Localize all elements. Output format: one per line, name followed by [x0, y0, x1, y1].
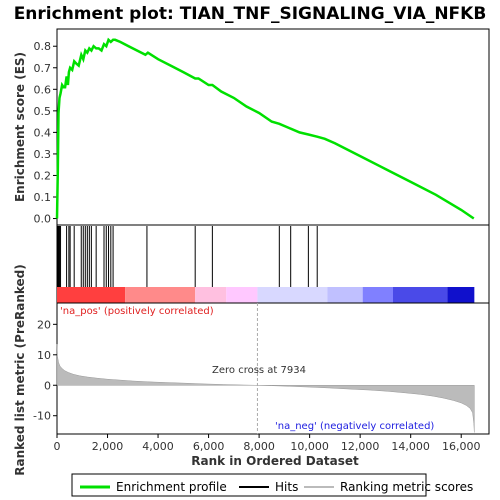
legend-label-enrichment-profile: Enrichment profile: [116, 480, 227, 494]
zero-cross-label: Zero cross at 7934: [212, 365, 306, 376]
legend-box: [71, 473, 427, 497]
es-y-tick-label: 0.3: [34, 148, 52, 161]
metric-y-tick-label: -10: [33, 410, 51, 423]
es-y-tick-label: 0.8: [34, 40, 52, 53]
hits-marks: [57, 226, 318, 287]
rank-axis-label: Rank in Ordered Dataset: [191, 454, 359, 468]
es-y-tick-label: 0.5: [34, 105, 52, 118]
es-panel-frame: [56, 28, 490, 226]
es-axis-label: Enrichment score (ES): [13, 52, 27, 202]
rank-x-tick-label: 4,000: [142, 440, 174, 453]
heat-bar-segment: [362, 287, 393, 303]
metric-axis-label: Ranked list metric (PreRanked): [13, 264, 27, 476]
es-y-tick-label: 0.4: [34, 126, 52, 139]
heat-bar-segment: [327, 287, 363, 303]
metric-panel-frame: [56, 302, 490, 435]
es-y-axis: 0.0 0.1 0.2 0.3 0.4 0.5 0.6 0.7 0.8: [34, 40, 57, 226]
es-y-tick-label: 0.2: [34, 169, 52, 182]
chart-title: Enrichment plot: TIAN_TNF_SIGNALING_VIA_…: [14, 4, 487, 24]
rank-x-tick-label: 0: [54, 440, 61, 453]
heat-bar-segment: [195, 287, 227, 303]
legend-label-ranking-metric: Ranking metric scores: [340, 480, 473, 494]
legend: Enrichment profile Hits Ranking metric s…: [71, 473, 473, 497]
heat-bar-segment: [447, 287, 475, 303]
es-y-tick-label: 0.0: [34, 213, 52, 226]
rank-x-axis: 0 2,000 4,000 6,000 8,000 10,000 12,000 14,000 1…: [54, 434, 481, 453]
enrichment-profile-line: [55, 37, 475, 220]
negative-correlation-label: 'na_neg' (negatively correlated): [275, 421, 434, 432]
metric-y-tick-label: 10: [37, 349, 51, 362]
rank-x-tick-label: 2,000: [92, 440, 124, 453]
ranking-metric-area: [56, 344, 475, 433]
rank-x-tick-label: 12,000: [341, 440, 380, 453]
heat-bar-segment: [125, 287, 196, 303]
legend-label-hits: Hits: [275, 480, 298, 494]
metric-y-tick-label: 0: [44, 379, 51, 392]
es-y-tick-label: 0.6: [34, 83, 52, 96]
rank-x-tick-label: 6,000: [193, 440, 225, 453]
positive-correlation-label: 'na_pos' (positively correlated): [60, 306, 214, 317]
es-y-tick-label: 0.1: [34, 191, 52, 204]
metric-y-tick-label: 20: [37, 318, 51, 331]
rank-x-tick-label: 10,000: [290, 440, 329, 453]
heat-bar-segment: [226, 287, 258, 303]
heat-bar-segment: [393, 287, 448, 303]
rank-x-tick-label: 16,000: [442, 440, 481, 453]
rank-x-tick-label: 8,000: [243, 440, 275, 453]
rank-x-tick-label: 14,000: [391, 440, 430, 453]
heat-bar-segment: [57, 287, 126, 303]
heat-bar-segment: [257, 287, 328, 303]
metric-y-axis: 20 10 0 -10: [33, 318, 57, 423]
rank-heat-bar: [57, 287, 475, 303]
es-y-tick-label: 0.7: [34, 62, 52, 75]
